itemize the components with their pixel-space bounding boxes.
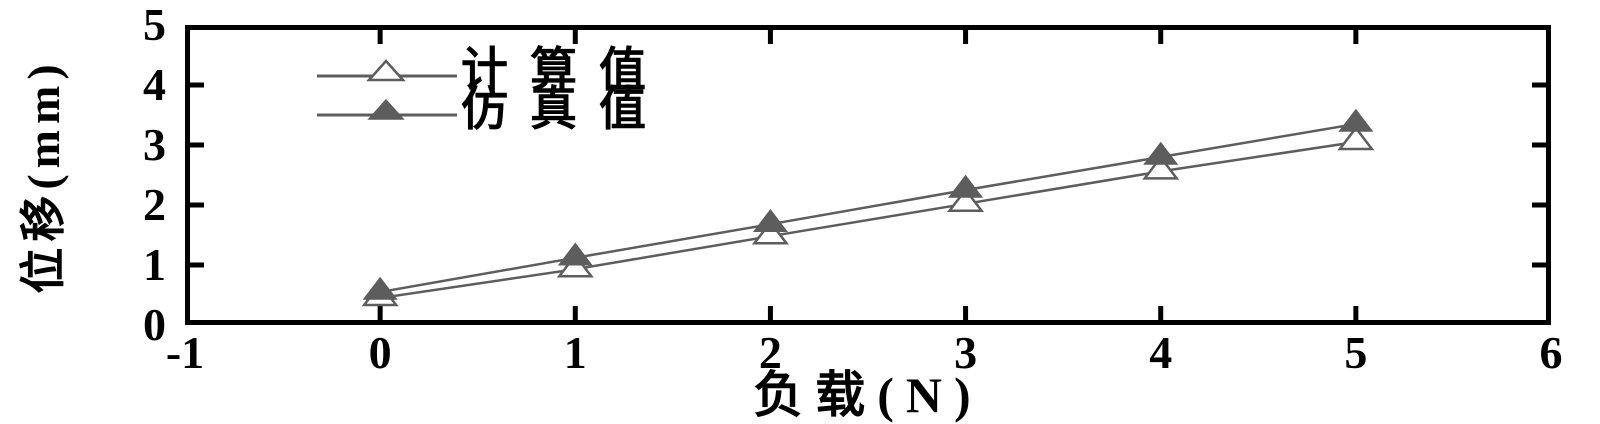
legend-entry-simulated: 仿真值 <box>317 87 668 134</box>
x-tick-label: 0 <box>368 327 392 378</box>
legend-marker-open-triangle-icon <box>317 58 457 81</box>
y-tick-label: 5 <box>143 0 166 50</box>
y-tick-label: 1 <box>143 239 166 290</box>
chart-canvas <box>185 25 1551 325</box>
x-tick-label: 6 <box>1539 327 1563 378</box>
x-tick-label: 5 <box>1344 327 1368 378</box>
plot-area: 计算值 仿真值 <box>185 25 1551 325</box>
x-tick-label: -1 <box>165 327 205 378</box>
x-tick-label: 1 <box>563 327 587 378</box>
x-tick-label: 3 <box>954 327 978 378</box>
legend: 计算值 仿真值 <box>317 48 668 134</box>
legend-marker-filled-triangle-icon <box>317 98 457 120</box>
x-tick-label: 2 <box>758 327 782 378</box>
y-tick-label: 0 <box>143 299 166 350</box>
x-tick-label: 4 <box>1149 327 1173 378</box>
x-axis-title: 负载(N) <box>753 367 983 423</box>
legend-label-calculated: 计算值 <box>461 45 668 97</box>
legend-label-simulated: 仿真值 <box>461 84 668 136</box>
legend-entry-calculated: 计算值 <box>317 48 668 95</box>
y-tick-label: 4 <box>143 59 166 110</box>
y-tick-label: 3 <box>143 119 166 170</box>
y-tick-label: 2 <box>143 179 166 230</box>
